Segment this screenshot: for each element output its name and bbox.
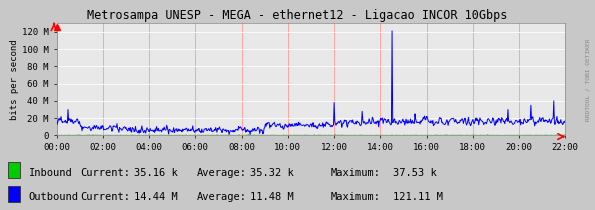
Text: Outbound: Outbound — [29, 192, 79, 202]
Text: Maximum:: Maximum: — [330, 192, 380, 202]
Text: 14.44 M: 14.44 M — [134, 192, 178, 202]
Text: Inbound: Inbound — [29, 168, 73, 178]
Text: Average:: Average: — [196, 192, 246, 202]
Text: 35.32 k: 35.32 k — [250, 168, 294, 178]
Text: 35.16 k: 35.16 k — [134, 168, 178, 178]
Text: Average:: Average: — [196, 168, 246, 178]
Text: RRDTOOL / TOBI OETIKER: RRDTOOL / TOBI OETIKER — [585, 39, 590, 121]
Text: 37.53 k: 37.53 k — [393, 168, 437, 178]
Text: 11.48 M: 11.48 M — [250, 192, 294, 202]
Text: Metrosampa UNESP - MEGA - ethernet12 - Ligacao INCOR 10Gbps: Metrosampa UNESP - MEGA - ethernet12 - L… — [87, 9, 508, 22]
Text: 121.11 M: 121.11 M — [393, 192, 443, 202]
Text: Current:: Current: — [80, 168, 130, 178]
Y-axis label: bits per second: bits per second — [10, 39, 19, 119]
Text: Maximum:: Maximum: — [330, 168, 380, 178]
Text: Current:: Current: — [80, 192, 130, 202]
